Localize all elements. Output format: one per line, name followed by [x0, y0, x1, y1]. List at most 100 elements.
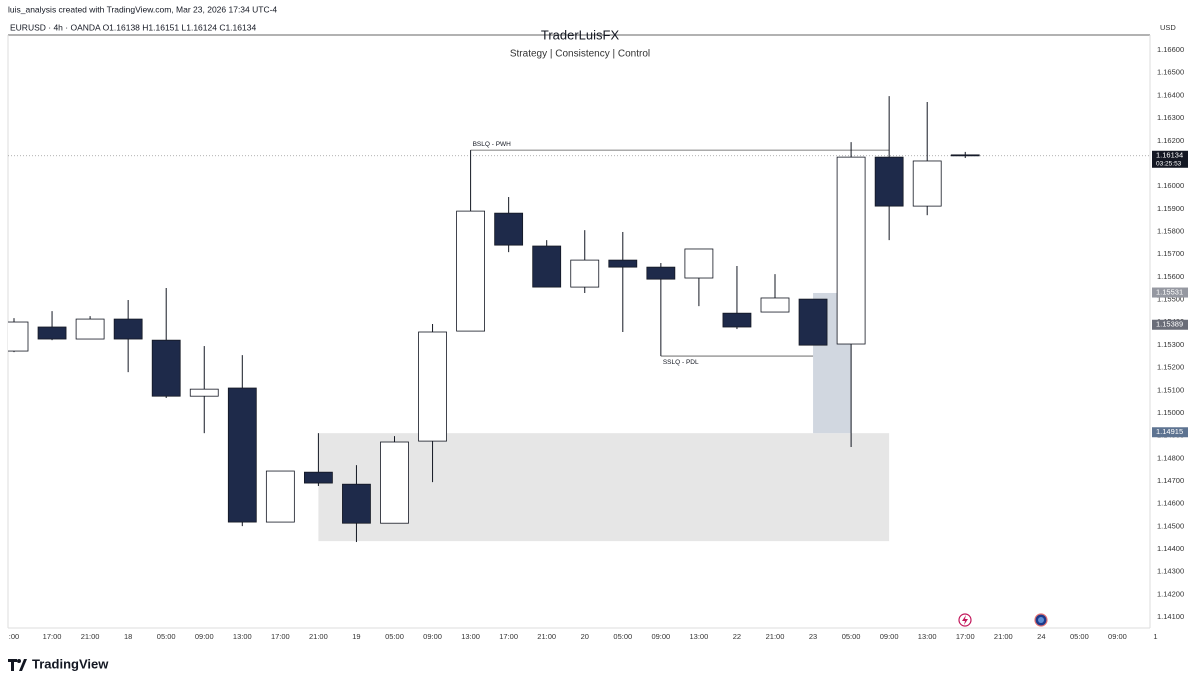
candle-body — [874, 156, 904, 207]
candle-body — [532, 245, 562, 288]
x-tick-label: 13:00 — [918, 632, 937, 641]
level-label: SSLQ - PDL — [663, 359, 699, 366]
candle-body — [342, 483, 371, 524]
x-tick-label: 05:00 — [1070, 632, 1089, 641]
footer-logo: TradingView — [32, 656, 109, 671]
currency: USD — [1160, 23, 1176, 32]
candle-body — [37, 326, 67, 340]
logo — [8, 659, 27, 671]
y-tick-label: 1.15200 — [1157, 363, 1184, 372]
zone — [318, 433, 890, 542]
y-tick-label: 1.14400 — [1157, 544, 1184, 553]
x-tick-label: 05:00 — [385, 632, 404, 641]
y-tick-label: 1.16400 — [1157, 90, 1184, 99]
x-tick-label: 21:00 — [537, 632, 556, 641]
candle-body — [760, 297, 790, 313]
x-tick-label: 20 — [581, 632, 589, 641]
y-tick-label: 1.16000 — [1157, 181, 1184, 190]
y-tick-label: 1.15500 — [1157, 295, 1184, 304]
x-tick-label: 05:00 — [842, 632, 861, 641]
y-tick-label: 1.14700 — [1157, 476, 1184, 485]
x-tick-label: 05:00 — [157, 632, 176, 641]
x-tick-label: 17:00 — [499, 632, 518, 641]
x-tick-label: 05:00 — [613, 632, 632, 641]
x-tick-label: 17:00 — [271, 632, 290, 641]
price-label: 1.14915 — [1156, 427, 1183, 436]
x-tick-label: 09:00 — [1108, 632, 1127, 641]
x-tick-label: 21:00 — [994, 632, 1013, 641]
y-tick-label: 1.14600 — [1157, 499, 1184, 508]
candle-body — [608, 259, 638, 268]
x-tick-label: 13:00 — [461, 632, 480, 641]
candle-body — [189, 388, 219, 397]
candle-body — [380, 441, 409, 524]
symbol-line: EURUSD · 4h · OANDA O1.16138 H1.16151 L1… — [10, 22, 256, 32]
price-label: 1.15531 — [1156, 288, 1183, 297]
candle-body — [303, 471, 333, 484]
y-tick-label: 1.16600 — [1157, 45, 1184, 54]
x-tick-label: 21:00 — [766, 632, 785, 641]
y-tick-label: 1.14200 — [1157, 589, 1184, 598]
x-tick-label: 09:00 — [195, 632, 214, 641]
y-tick-label: 1.14500 — [1157, 521, 1184, 530]
candle-body — [798, 298, 828, 346]
y-tick-label: 1.16500 — [1157, 68, 1184, 77]
x-tick-label: 18 — [124, 632, 132, 641]
x-tick-label: 19 — [352, 632, 360, 641]
price-label: 1.16134 — [1156, 151, 1183, 160]
y-tick-label: 1.15900 — [1157, 204, 1184, 213]
price-label: 1.15389 — [1156, 320, 1183, 329]
x-tick-label: 17:00 — [43, 632, 62, 641]
y-tick-label: 1.14100 — [1157, 612, 1184, 621]
candle-body — [418, 331, 447, 442]
candle-body — [912, 160, 942, 207]
x-tick-label: 13:00 — [233, 632, 252, 641]
y-tick-label: 1.15600 — [1157, 272, 1184, 281]
price-label-box — [1152, 319, 1188, 330]
candle-body — [75, 318, 105, 340]
x-tick-label: :00 — [9, 632, 19, 641]
x-tick-label: 1 — [1153, 632, 1157, 641]
chart-subtitle: Strategy | Consistency | Control — [510, 49, 650, 60]
candle-body — [570, 259, 600, 288]
candle-body — [494, 212, 524, 246]
x-tick-label: 22 — [733, 632, 741, 641]
y-tick-label: 1.14300 — [1157, 567, 1184, 576]
y-tick-label: 1.16300 — [1157, 113, 1184, 122]
level-label: BSLQ - PWH — [473, 141, 512, 148]
y-tick-label: 1.14800 — [1157, 453, 1184, 462]
event-icon[interactable] — [1034, 613, 1048, 627]
x-tick-label: 09:00 — [423, 632, 442, 641]
y-tick-label: 1.16200 — [1157, 136, 1184, 145]
y-tick-label: 1.15800 — [1157, 227, 1184, 236]
candle-body — [113, 318, 143, 340]
x-tick-label: 23 — [809, 632, 817, 641]
price-label-box — [1152, 287, 1188, 298]
candle-body — [684, 248, 714, 279]
plot: BSLQ - PWH SSLQ - PDL — [8, 96, 1150, 543]
price-label-box — [1152, 150, 1188, 168]
x-tick-label: 09:00 — [880, 632, 899, 641]
price-countdown: 03:25:53 — [1156, 160, 1182, 167]
x-tick-label: 24 — [1037, 632, 1045, 641]
price-label-box — [1152, 427, 1188, 438]
x-tick-label: 09:00 — [651, 632, 670, 641]
candle-body — [151, 339, 181, 397]
x-tick-label: 21:00 — [81, 632, 100, 641]
y-tick-label: 1.15700 — [1157, 249, 1184, 258]
candle-body — [265, 470, 295, 523]
x-tick-label: 13:00 — [690, 632, 709, 641]
event-icon[interactable] — [958, 613, 972, 627]
candle-body — [722, 312, 752, 328]
chart-title: TraderLuisFX — [541, 27, 620, 42]
candle-body — [950, 154, 980, 157]
candle-body — [836, 156, 866, 345]
y-tick-label: 1.15300 — [1157, 340, 1184, 349]
y-tick-label: 1.15000 — [1157, 408, 1184, 417]
candle-body — [646, 266, 676, 280]
candle-body — [8, 321, 29, 352]
header: luis_analysis created with TradingView.c… — [8, 4, 277, 14]
y-tick-label: 1.15100 — [1157, 385, 1184, 394]
candle-body — [227, 387, 257, 523]
